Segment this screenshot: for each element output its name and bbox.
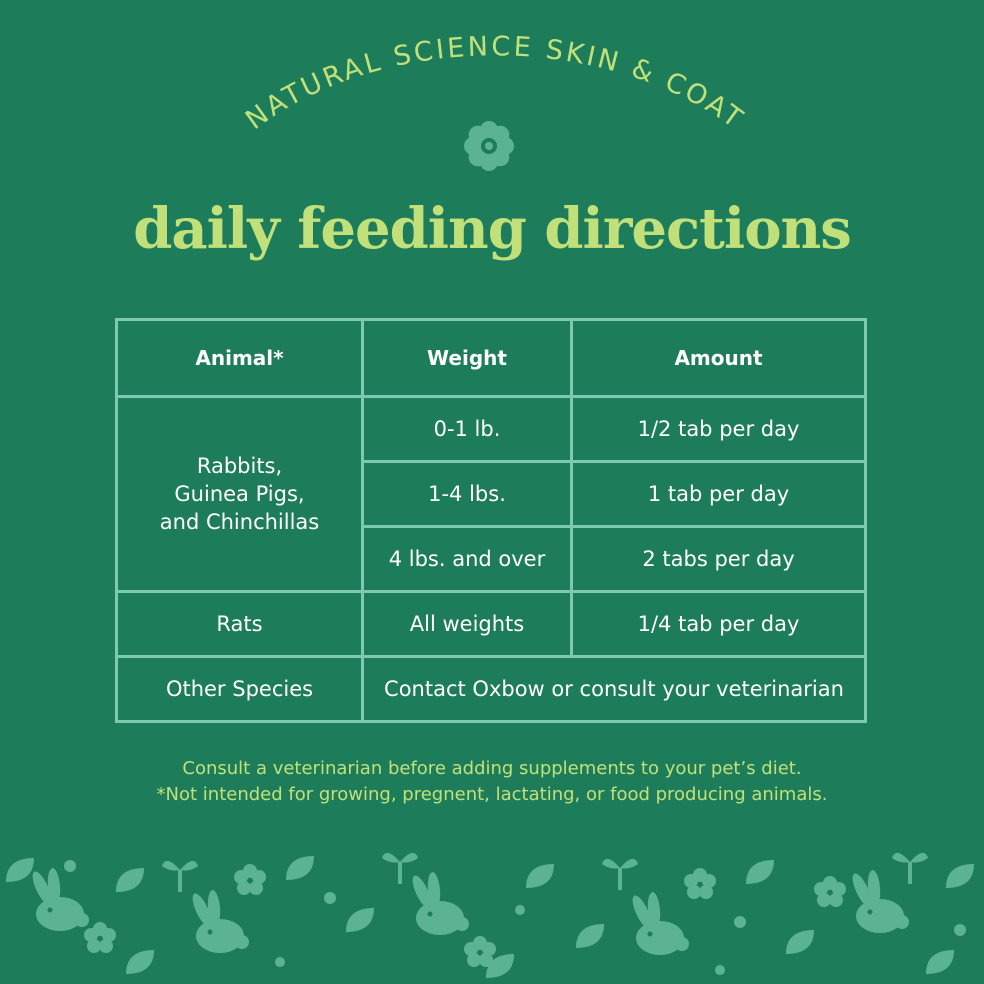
weight-cell: 4 lbs. and over: [361, 525, 573, 593]
table-header-row: Animal* Weight Amount: [115, 318, 867, 398]
table-row: 1-4 lbs. 1 tab per day: [117, 460, 867, 528]
rabbit-icon: [28, 867, 909, 955]
arc-title-graphic: NATURAL SCIENCE SKIN & COAT: [240, 31, 750, 171]
animal-line: Rabbits,: [196, 454, 283, 478]
weight-cell: 1-4 lbs.: [361, 460, 573, 528]
animal-line: Guinea Pigs,: [174, 482, 305, 506]
header-animal: Animal*: [115, 318, 364, 398]
table-row: 4 lbs. and over 2 tabs per day: [117, 525, 867, 593]
animal-line: and Chinchillas: [159, 510, 320, 534]
animal-disclaimer: *Not intended for growing, pregnent, lac…: [156, 784, 828, 805]
other-species-note: Contact Oxbow or consult your veterinari…: [361, 655, 867, 723]
arc-title: NATURAL SCIENCE SKIN & COAT: [240, 31, 750, 136]
amount-cell: 1/4 tab per day: [570, 590, 867, 658]
animal-rats-cell: Rats: [115, 590, 364, 658]
animal-rabbits-cell: Rabbits, Guinea Pigs, and Chinchillas: [115, 395, 364, 593]
weight-cell: All weights: [361, 590, 573, 658]
table-row: Other Species Contact Oxbow or consult y…: [115, 655, 867, 723]
footnotes: Consult a veterinarian before adding sup…: [0, 756, 984, 808]
dot-icon: [64, 860, 966, 975]
table-row: Rabbits, Guinea Pigs, and Chinchillas 0-…: [115, 395, 867, 593]
amount-cell: 1 tab per day: [570, 460, 867, 528]
animal-other-cell: Other Species: [115, 655, 364, 723]
vet-disclaimer: Consult a veterinarian before adding sup…: [182, 758, 802, 779]
decorative-pattern: [6, 852, 974, 978]
feeding-table: Animal* Weight Amount Rabbits, Guinea Pi…: [115, 318, 867, 723]
amount-cell: 2 tabs per day: [570, 525, 867, 593]
weight-cell: 0-1 lb.: [361, 395, 573, 463]
header-amount: Amount: [570, 318, 867, 398]
header-weight: Weight: [361, 318, 573, 398]
page-title: daily feeding directions: [133, 196, 852, 262]
flower-icon: [464, 121, 514, 171]
table-row: Rats All weights 1/4 tab per day: [115, 590, 867, 658]
amount-cell: 1/2 tab per day: [570, 395, 867, 463]
